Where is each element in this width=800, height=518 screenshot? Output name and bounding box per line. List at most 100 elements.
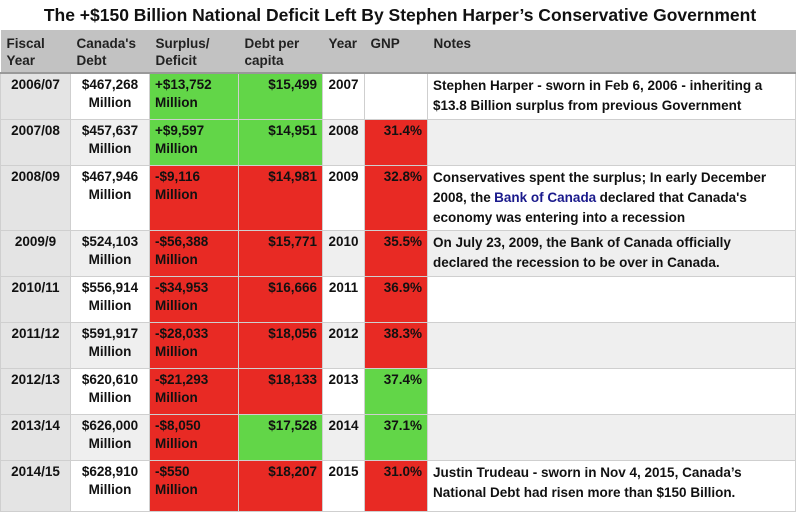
fiscal-year-cell: 2009/9 xyxy=(0,229,71,277)
surplus-value: -$550 xyxy=(155,463,190,479)
year-cell: 2013 xyxy=(322,367,365,415)
per-capita-cell: $14,981 xyxy=(238,164,323,231)
debt-cell: $628,910 Million xyxy=(70,459,150,512)
debt-value: $591,917 xyxy=(81,325,139,341)
surplus-cell: -$550 Million xyxy=(149,459,239,512)
notes-text: Stephen Harper - sworn in Feb 6, 2006 - … xyxy=(433,78,763,113)
debt-cell: $457,637 Million xyxy=(70,118,150,166)
notes-cell xyxy=(427,413,796,461)
debt-cell: $467,268 Million xyxy=(70,72,150,120)
year-value: 2011 xyxy=(328,279,359,295)
surplus-value: -$9,116 xyxy=(155,168,201,184)
year-cell: 2008 xyxy=(322,118,365,166)
gnp-value: 37.1% xyxy=(383,417,422,433)
table-row: 2008/09 $467,946 Million -$9,116 Million $14,… xyxy=(0,164,796,231)
table-row: 2009/9 $524,103 Million -$56,388 Million $15,… xyxy=(0,229,796,277)
notes-cell: On July 23, 2009, the Bank of Canada off… xyxy=(427,229,796,277)
per-capita-value: $14,951 xyxy=(268,122,317,138)
gnp-cell: 35.5% xyxy=(364,229,428,277)
year-value: 2007 xyxy=(328,77,359,92)
surplus-value: +$9,597 xyxy=(155,122,205,138)
gnp-cell: 31.0% xyxy=(364,459,428,512)
table-row: 2014/15 $628,910 Million -$550 Million $18,20… xyxy=(0,459,796,512)
notes-cell xyxy=(427,321,796,369)
per-capita-value: $17,528 xyxy=(268,417,317,433)
fiscal-year-cell: 2006/07 xyxy=(0,72,71,120)
page-title: The +$150 Billion National Deficit Left … xyxy=(43,5,757,25)
gnp-value: 35.5% xyxy=(383,233,422,249)
fiscal-year: 2009/9 xyxy=(14,233,57,249)
surplus-value: -$56,388 xyxy=(155,233,209,249)
gnp-cell: 36.9% xyxy=(364,275,428,323)
debt-cell: $620,610 Million xyxy=(70,367,150,415)
year-cell: 2015 xyxy=(322,459,365,512)
per-capita-cell: $18,133 xyxy=(238,367,323,415)
gnp-cell: 32.8% xyxy=(364,164,428,231)
year-cell: 2009 xyxy=(322,164,365,231)
year-value: 2010 xyxy=(328,233,359,249)
per-capita-value: $16,666 xyxy=(268,279,317,295)
per-capita-cell: $15,771 xyxy=(238,229,323,277)
debt-value: $620,610 xyxy=(81,371,139,387)
year-value: 2015 xyxy=(328,463,359,479)
debt-cell: $556,914 Million xyxy=(70,275,150,323)
fiscal-year-cell: 2011/12 xyxy=(0,321,71,369)
notes-cell: Stephen Harper - sworn in Feb 6, 2006 - … xyxy=(427,72,796,120)
debt-value: $626,000 xyxy=(81,417,139,433)
year-value: 2009 xyxy=(328,168,359,184)
debt-unit: Million xyxy=(88,297,132,313)
debt-cell: $524,103 Million xyxy=(70,229,150,277)
surplus-cell: +$13,752 Million xyxy=(149,72,239,120)
surplus-cell: -$8,050 Million xyxy=(149,413,239,461)
gnp-value: 38.3% xyxy=(383,325,422,341)
debt-cell: $591,917 Million xyxy=(70,321,150,369)
surplus-unit: Million xyxy=(155,95,198,110)
notes-text: On July 23, 2009, the Bank of Canada off… xyxy=(433,234,731,270)
notes-cell: Justin Trudeau - sworn in Nov 4, 2015, C… xyxy=(427,459,796,512)
year-value: 2014 xyxy=(328,417,359,433)
debt-unit: Million xyxy=(88,343,132,359)
surplus-unit: Million xyxy=(155,297,198,313)
debt-value: $628,910 xyxy=(81,463,139,479)
gnp-value: 37.4% xyxy=(383,371,422,387)
debt-value: $524,103 xyxy=(81,233,139,249)
debt-cell: $626,000 Million xyxy=(70,413,150,461)
per-capita-value: $14,981 xyxy=(268,168,317,184)
surplus-unit: Million xyxy=(155,389,198,405)
notes-cell: Conservatives spent the surplus; In earl… xyxy=(427,164,796,231)
surplus-cell: -$34,953 Million xyxy=(149,275,239,323)
debt-unit: Million xyxy=(88,95,132,110)
header-notes: Notes xyxy=(427,30,796,74)
year-cell: 2014 xyxy=(322,413,365,461)
surplus-unit: Million xyxy=(155,140,198,156)
fiscal-year: 2013/14 xyxy=(11,417,60,433)
gnp-value: 31.4% xyxy=(383,122,422,138)
table-row: 2011/12 $591,917 Million -$28,033 Million $18… xyxy=(0,321,796,369)
fiscal-year-cell: 2007/08 xyxy=(0,118,71,166)
year-value: 2012 xyxy=(328,325,359,341)
per-capita-cell: $16,666 xyxy=(238,275,323,323)
per-capita-value: $15,771 xyxy=(268,233,317,249)
header-gnp: GNP xyxy=(364,30,428,74)
per-capita-value: $15,499 xyxy=(268,77,317,92)
debt-unit: Million xyxy=(88,186,132,202)
surplus-cell: -$9,116 Million xyxy=(149,164,239,231)
year-cell: 2007 xyxy=(322,72,365,120)
fiscal-year: 2011/12 xyxy=(11,325,60,341)
deficit-table: Fiscal Year Canada's Debt Surplus/ Defic… xyxy=(0,30,796,512)
surplus-cell: +$9,597 Million xyxy=(149,118,239,166)
debt-value: $556,914 xyxy=(81,279,139,295)
surplus-unit: Million xyxy=(155,251,198,267)
fiscal-year: 2007/08 xyxy=(11,122,60,138)
header-per-capita: Debt per capita xyxy=(238,30,323,74)
year-value: 2008 xyxy=(328,122,359,138)
fiscal-year-cell: 2010/11 xyxy=(0,275,71,323)
bank-of-canada-link[interactable]: Bank of Canada xyxy=(494,189,597,205)
surplus-value: -$21,293 xyxy=(155,371,209,387)
debt-unit: Million xyxy=(88,389,132,405)
header-fiscal-year: Fiscal Year xyxy=(0,30,71,74)
fiscal-year-cell: 2008/09 xyxy=(0,164,71,231)
notes-text-before: Conservatives spent the surplus; In earl… xyxy=(433,169,767,205)
debt-unit: Million xyxy=(88,140,132,156)
per-capita-cell: $17,528 xyxy=(238,413,323,461)
